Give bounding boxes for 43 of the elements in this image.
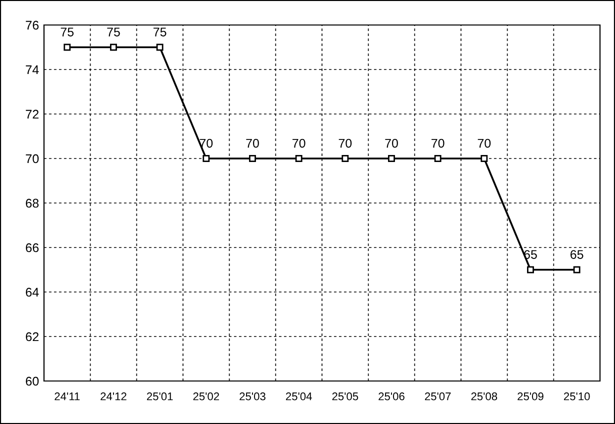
data-label: 75 bbox=[154, 28, 166, 36]
data-label: 70 bbox=[432, 138, 444, 148]
y-tick-label: 70 bbox=[26, 154, 39, 164]
y-tick-label: 62 bbox=[26, 332, 39, 342]
x-tick-label: 25'04 bbox=[286, 392, 312, 400]
x-tick-label: 25'06 bbox=[378, 392, 404, 400]
y-tick-label: 64 bbox=[26, 288, 39, 297]
point bbox=[295, 155, 302, 162]
y-tick-label: 68 bbox=[26, 198, 39, 208]
x-tick-label: 25'07 bbox=[424, 392, 451, 400]
x-tick-label: 24'11 bbox=[54, 392, 80, 400]
data-label: 70 bbox=[338, 138, 352, 148]
point bbox=[573, 266, 580, 274]
data-label: 65 bbox=[570, 250, 584, 259]
y-tick-label: 72 bbox=[26, 110, 39, 119]
data-label: 70 bbox=[246, 138, 259, 148]
point bbox=[527, 266, 534, 274]
point bbox=[342, 155, 349, 162]
data-label: 75 bbox=[107, 28, 120, 36]
x-tick-label: 25'05 bbox=[332, 392, 358, 400]
point bbox=[202, 155, 210, 162]
y-tick-label: 66 bbox=[26, 243, 39, 252]
x-tick-label: 25'03 bbox=[240, 392, 266, 400]
y-tick-label: 74 bbox=[26, 65, 39, 74]
y-tick-label: 60 bbox=[26, 376, 39, 386]
data-label: 70 bbox=[478, 138, 491, 148]
x-tick-label: 25'08 bbox=[471, 392, 498, 400]
point bbox=[64, 44, 71, 51]
x-tick-label: 25'09 bbox=[518, 392, 544, 400]
data-label: 70 bbox=[292, 138, 306, 148]
data-label: 70 bbox=[385, 138, 398, 148]
x-tick-label: 25'10 bbox=[564, 392, 590, 400]
x-tick-label: 25'02 bbox=[193, 392, 220, 400]
point bbox=[249, 155, 256, 162]
y-tick-label: 76 bbox=[26, 20, 39, 30]
point bbox=[156, 44, 164, 51]
point bbox=[480, 155, 488, 162]
data-label: 75 bbox=[60, 28, 74, 36]
x-tick-label: 24'12 bbox=[100, 392, 126, 400]
x-tick-label: 25'01 bbox=[146, 392, 173, 400]
point bbox=[388, 155, 395, 162]
point bbox=[110, 44, 117, 51]
point bbox=[434, 155, 442, 162]
